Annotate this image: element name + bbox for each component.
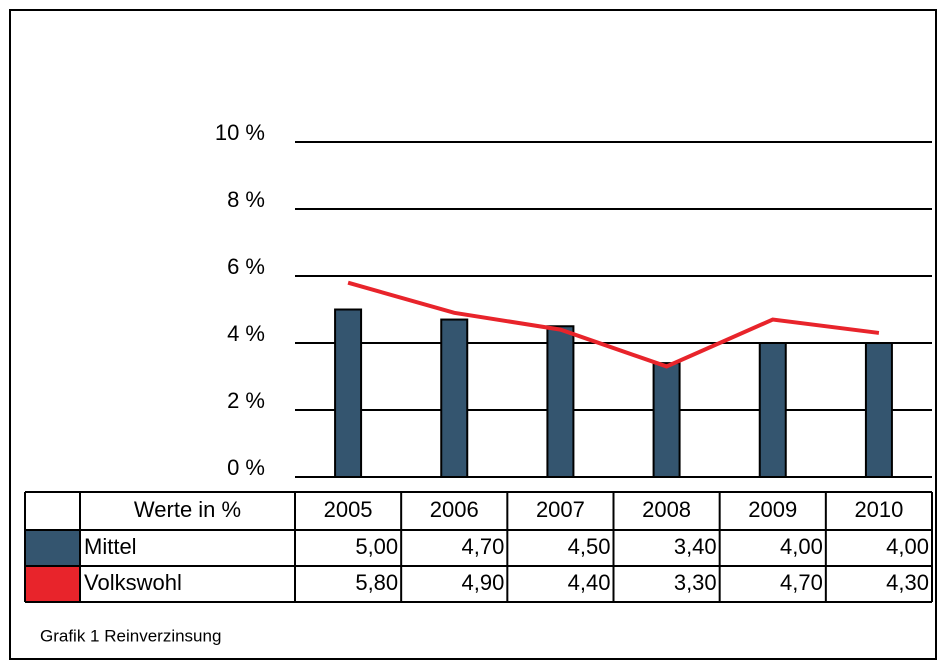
table-value: 4,30	[886, 570, 929, 595]
legend-swatch	[26, 531, 79, 565]
y-tick-label: 6 %	[227, 254, 265, 279]
table-value: 4,90	[462, 570, 505, 595]
table-value: 4,70	[462, 534, 505, 559]
table-header: Werte in %	[134, 497, 241, 522]
table-value: 5,80	[355, 570, 398, 595]
x-tick-label: 2006	[430, 497, 479, 522]
table-value: 4,50	[568, 534, 611, 559]
bar	[546, 325, 575, 478]
line	[347, 280, 880, 369]
legend-label: Volkswohl	[84, 570, 182, 595]
bar	[652, 362, 681, 479]
caption: Grafik 1 Reinverzinsung	[40, 626, 221, 645]
bar	[758, 342, 787, 478]
table-value: 3,30	[674, 570, 717, 595]
x-tick-label: 2010	[854, 497, 903, 522]
bar	[440, 318, 469, 478]
table-value: 4,40	[568, 570, 611, 595]
y-tick-label: 0 %	[227, 455, 265, 480]
table-value: 4,00	[886, 534, 929, 559]
x-tick-label: 2007	[536, 497, 585, 522]
legend-label: Mittel	[84, 534, 137, 559]
bar	[864, 342, 893, 478]
x-tick-label: 2005	[324, 497, 373, 522]
y-tick-label: 2 %	[227, 388, 265, 413]
y-tick-label: 4 %	[227, 321, 265, 346]
y-tick-label: 10 %	[215, 120, 265, 145]
legend-swatch	[26, 567, 79, 601]
table-value: 4,00	[780, 534, 823, 559]
table-value: 5,00	[355, 534, 398, 559]
bar	[334, 308, 363, 478]
frame	[9, 9, 937, 660]
y-tick-label: 8 %	[227, 187, 265, 212]
x-tick-label: 2008	[642, 497, 691, 522]
table-value: 3,40	[674, 534, 717, 559]
x-tick-label: 2009	[748, 497, 797, 522]
table-value: 4,70	[780, 570, 823, 595]
